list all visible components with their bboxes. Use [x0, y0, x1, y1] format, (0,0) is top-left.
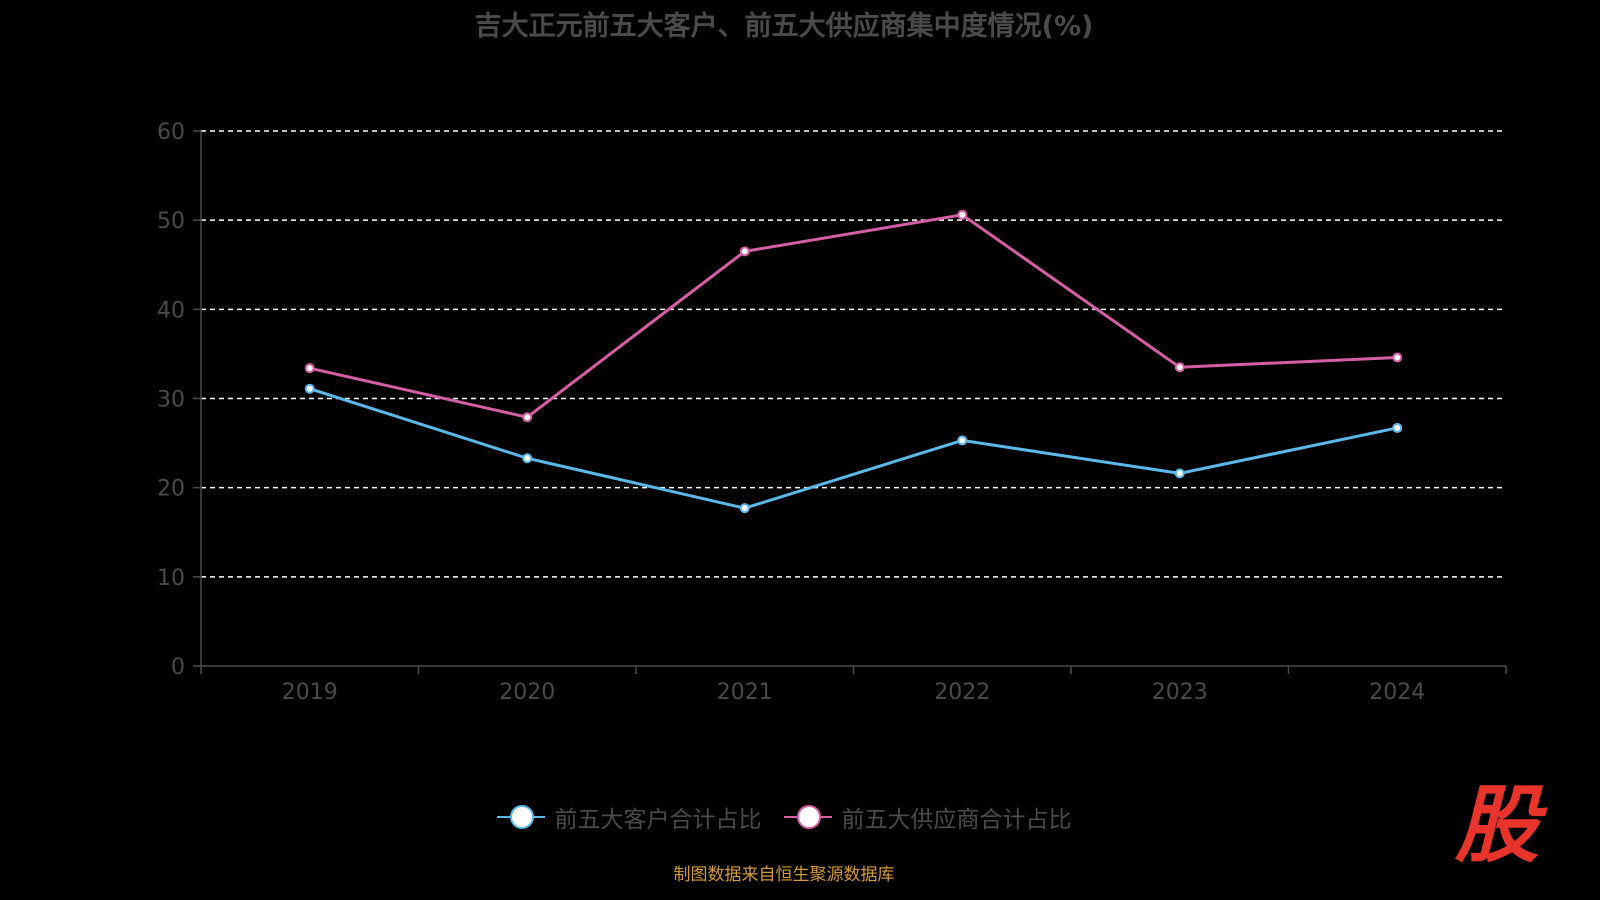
- data-point[interactable]: [739, 246, 750, 257]
- x-axis-ticks: 2019 2020 2021 2022 2023 2024: [200, 666, 1507, 705]
- data-point[interactable]: [1392, 352, 1403, 363]
- data-point[interactable]: [739, 503, 750, 514]
- data-point[interactable]: [304, 363, 315, 374]
- data-point[interactable]: [957, 209, 968, 220]
- x-tick-label: 2022: [934, 680, 990, 705]
- legend-swatch-suppliers: [783, 804, 832, 830]
- y-tick-label: 60: [157, 120, 185, 145]
- y-tick-label: 50: [157, 209, 185, 234]
- brand-logo: 股: [1455, 776, 1540, 874]
- source-note: 制图数据来自恒生聚源数据库: [673, 865, 895, 885]
- x-tick-label: 2020: [499, 680, 555, 705]
- x-tick-label: 2024: [1369, 680, 1425, 705]
- chart-title: 吉大正元前五大客户、前五大供应商集中度情况(%): [474, 11, 1094, 42]
- data-point[interactable]: [1174, 468, 1185, 479]
- x-tick-label: 2019: [282, 680, 338, 705]
- data-point[interactable]: [522, 453, 533, 464]
- series-line-0: [309, 387, 1398, 510]
- x-tick-label: 2023: [1152, 680, 1208, 705]
- data-point[interactable]: [522, 412, 533, 423]
- legend-item-suppliers[interactable]: 前五大供应商合计占比: [783, 800, 1072, 834]
- series-line-1: [309, 213, 1398, 419]
- data-point[interactable]: [304, 383, 315, 394]
- data-point[interactable]: [957, 435, 968, 446]
- legend-label-customers: 前五大客户合计占比: [554, 807, 762, 833]
- legend: 前五大客户合计占比 前五大供应商合计占比: [0, 800, 1568, 834]
- y-axis-ticks: 0 10 20 30 40 50 60: [157, 120, 201, 680]
- legend-swatch-customers: [496, 804, 545, 830]
- legend-label-suppliers: 前五大供应商合计占比: [841, 807, 1072, 833]
- legend-item-customers[interactable]: 前五大客户合计占比: [496, 800, 762, 834]
- y-tick-label: 10: [157, 566, 185, 591]
- series-layer: [304, 209, 1403, 514]
- y-tick-label: 30: [157, 388, 185, 413]
- y-tick-label: 0: [171, 655, 185, 680]
- y-tick-label: 40: [157, 298, 185, 323]
- data-point[interactable]: [1174, 362, 1185, 373]
- grid-lines: [201, 130, 1506, 578]
- x-tick-label: 2021: [717, 680, 773, 705]
- line-chart: 0 10 20 30 40 50 60 2019 2020 2021 2022 2023 2024: [157, 120, 1507, 705]
- data-point[interactable]: [1392, 422, 1403, 433]
- y-tick-label: 20: [157, 477, 185, 502]
